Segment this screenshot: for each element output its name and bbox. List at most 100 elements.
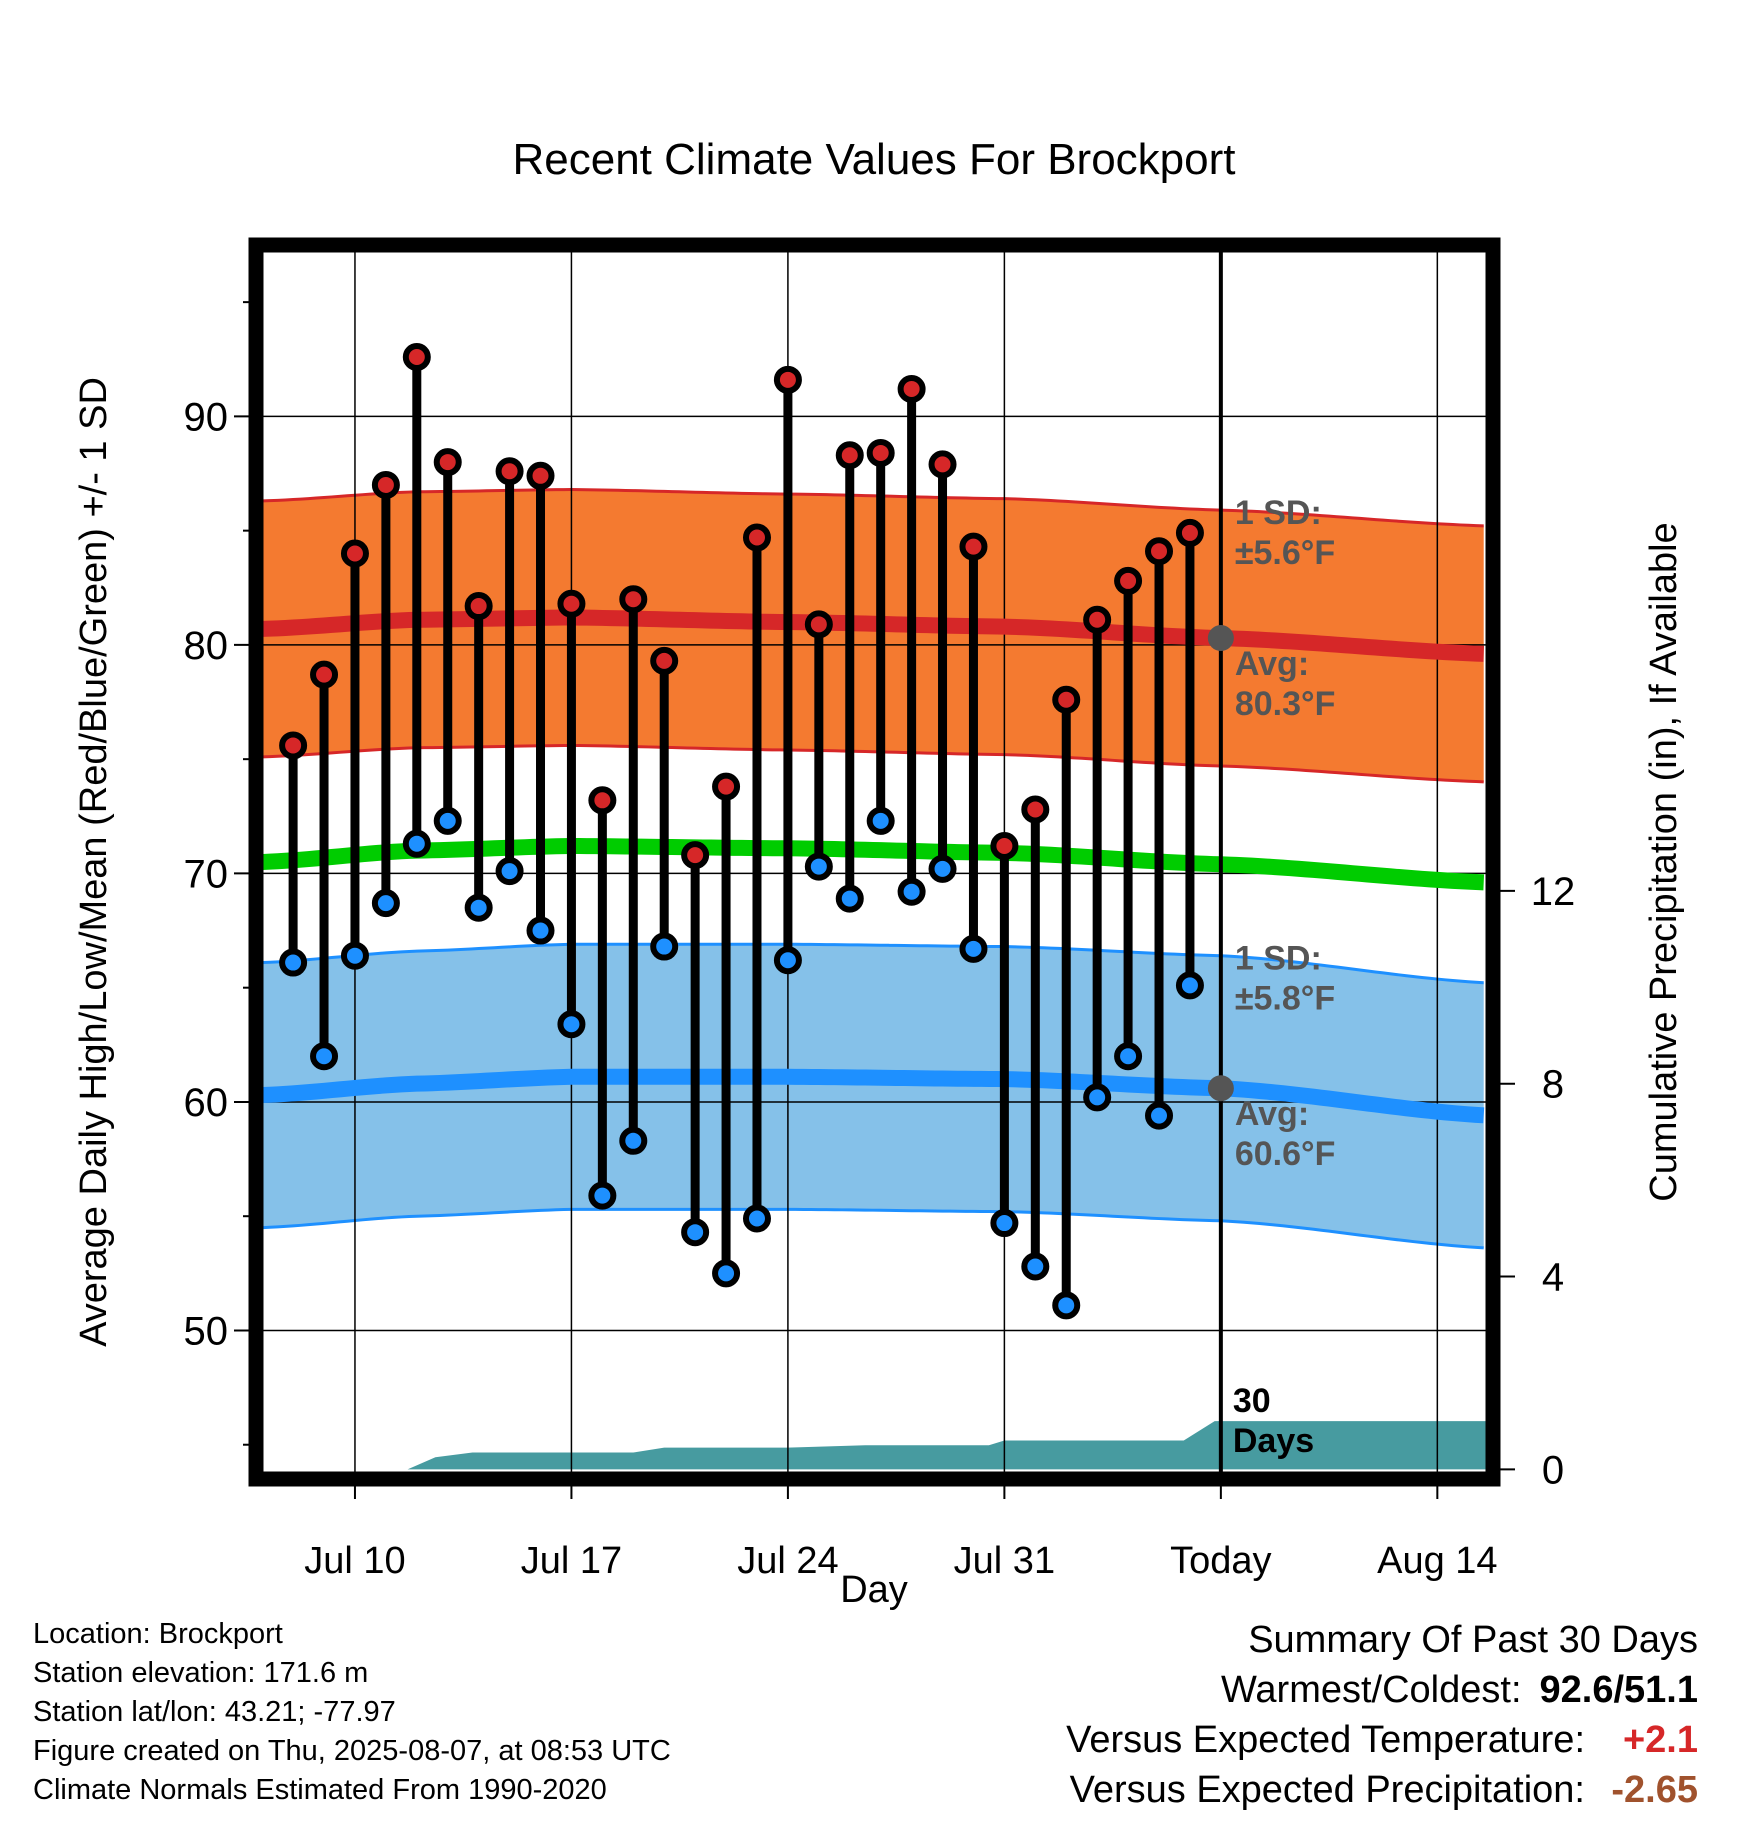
y-axis-left-label: Average Daily High/Low/Mean (Red/Blue/Gr… [73,377,115,1347]
daily-low-point [1083,1083,1112,1112]
days-label-text: Days [1233,1422,1314,1460]
plot-frame [248,237,1501,1487]
summary-temp-row: Versus Expected Temperature: +2.1 [1066,1715,1698,1765]
warmest-value: 92.6/51.1 [1539,1669,1698,1711]
daily-low-point [1145,1101,1174,1130]
high-avg-value: 80.3°F [1235,685,1336,723]
climate-chart: Recent Climate Values For Brockport 1 SD… [73,135,1685,1610]
daily-high-point [804,610,833,639]
daily-high-point [433,448,462,477]
high-sd-upper-line [263,488,1484,528]
daily-low-point [310,1042,339,1071]
y-left-tick-label: 80 [184,624,229,668]
precip-anomaly-value: -2.65 [1611,1769,1698,1811]
high-avg-label: Avg: [1235,645,1309,683]
x-tick-label: Jul 10 [304,1540,405,1582]
daily-low-point [588,1181,617,1210]
location-text: Location: Brockport [33,1618,283,1650]
precip-area [263,1421,1486,1470]
high-sd-lower-line [263,743,1484,784]
daily-high-point [990,832,1019,861]
daily-low-point [371,889,400,918]
y-right-tick-label: 4 [1542,1256,1564,1300]
low-avg-line [263,1068,1485,1124]
high-sd-value: ±5.6°F [1235,534,1335,572]
daily-high-point [588,786,617,815]
low-sd-upper-line [263,942,1484,985]
daily-low-point [1021,1252,1050,1281]
low-sd-value: ±5.8°F [1235,980,1335,1018]
daily-low-point [526,916,555,945]
daily-high-point [495,457,524,486]
x-tick-label: Jul 17 [521,1540,622,1582]
daily-high-point [279,731,308,760]
precip-anomaly-label: Versus Expected Precipitation: [1069,1769,1585,1811]
daily-low-point [866,806,895,835]
daily-high-point [681,841,710,870]
summary-panel: Summary Of Past 30 Days Warmest/Coldest:… [1066,1615,1698,1815]
y-left-tick-label: 50 [184,1309,229,1353]
daily-high-point [650,646,679,675]
latlon-text: Station lat/lon: 43.21; -77.97 [33,1696,396,1728]
daily-low-point [742,1204,771,1233]
station-info: Location: Brockport Station elevation: 1… [33,1615,671,1810]
daily-low-point [495,857,524,886]
temp-anomaly-label: Versus Expected Temperature: [1066,1719,1585,1761]
daily-low-point [402,829,431,858]
warmest-label: Warmest/Coldest: [1220,1669,1522,1711]
daily-high-point [773,365,802,394]
created-text: Figure created on Thu, 2025-08-07, at 08… [33,1735,671,1767]
low-sd-label: 1 SD: [1235,940,1322,978]
daily-high-point [897,374,926,403]
axes-layer: 50 60 70 80 90 0 4 8 12 Jul 10 Jul 17 Jul 24 Jul 31 T… [184,237,1576,1582]
daily-low-point [1052,1291,1081,1320]
daily-low-point [928,854,957,883]
y-right-tick-label: 0 [1542,1448,1564,1492]
y-left-tick-label: 60 [184,1081,229,1125]
daily-low-point [712,1259,741,1288]
daily-high-point [340,539,369,568]
elevation-text: Station elevation: 171.6 m [33,1657,369,1689]
y-right-tick-label: 12 [1531,870,1576,914]
days-label-number: 30 [1233,1382,1271,1420]
daily-low-point [464,893,493,922]
daily-low-point [650,932,679,961]
daily-high-point [526,461,555,490]
today-low-avg-marker [1207,1075,1234,1102]
daily-high-point [1021,795,1050,824]
daily-high-point [928,450,957,479]
daily-high-point [557,589,586,618]
daily-low-point [433,806,462,835]
high-avg-line [263,609,1485,662]
daily-high-point [866,438,895,467]
daily-low-point [1175,971,1204,1000]
x-tick-label: Jul 31 [954,1540,1055,1582]
y-left-tick-label: 70 [184,852,229,896]
chart-title: Recent Climate Values For Brockport [512,135,1235,184]
daily-high-point [464,592,493,621]
daily-high-point [959,532,988,561]
daily-low-point [619,1126,648,1155]
daily-low-point [804,852,833,881]
y-left-tick-label: 90 [184,395,229,439]
daily-high-point [371,470,400,499]
daily-low-point [340,941,369,970]
daily-low-point [835,884,864,913]
summary-title: Summary Of Past 30 Days [1248,1619,1698,1661]
daily-high-point [835,441,864,470]
low-avg-value: 60.6°F [1235,1135,1336,1173]
x-tick-label: Jul 24 [737,1540,838,1582]
x-axis-label: Day [840,1569,908,1610]
mean-avg-line [263,838,1485,891]
daily-high-point [402,342,431,371]
daily-high-point [1052,685,1081,714]
daily-low-point [681,1218,710,1247]
daily-high-point [1083,605,1112,634]
daily-high-point [1145,537,1174,566]
low-sd-lower-line [263,1207,1484,1250]
daily-low-point [557,1010,586,1039]
daily-values-layer [279,342,1204,1320]
high-sd-label: 1 SD: [1235,494,1322,532]
y-right-tick-label: 8 [1542,1063,1564,1107]
